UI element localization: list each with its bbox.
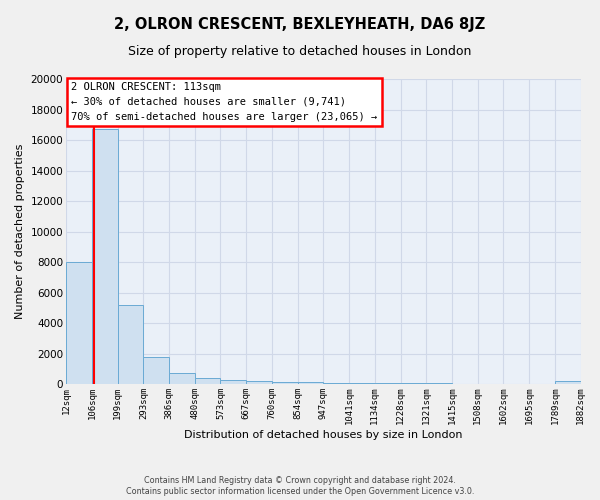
Bar (92, 130, 118, 384)
Bar (66, 262, 92, 384)
Bar (349, 383, 375, 384)
Y-axis label: Number of detached properties: Number of detached properties (15, 144, 25, 319)
Bar (220, 380, 246, 384)
Bar (143, 358, 169, 384)
Bar (298, 382, 323, 384)
Bar (323, 382, 349, 384)
X-axis label: Distribution of detached houses by size in London: Distribution of detached houses by size … (184, 430, 463, 440)
Text: Contains public sector information licensed under the Open Government Licence v3: Contains public sector information licen… (126, 487, 474, 496)
Text: 2 OLRON CRESCENT: 113sqm
← 30% of detached houses are smaller (9,741)
70% of sem: 2 OLRON CRESCENT: 113sqm ← 30% of detach… (71, 82, 377, 122)
Text: Size of property relative to detached houses in London: Size of property relative to detached ho… (128, 45, 472, 58)
Bar (272, 382, 298, 384)
Bar (555, 381, 581, 384)
Bar (195, 378, 220, 384)
Bar (169, 374, 195, 384)
Bar (118, 304, 143, 384)
Text: 2, OLRON CRESCENT, BEXLEYHEATH, DA6 8JZ: 2, OLRON CRESCENT, BEXLEYHEATH, DA6 8JZ (115, 18, 485, 32)
Bar (246, 381, 272, 384)
Text: Contains HM Land Registry data © Crown copyright and database right 2024.: Contains HM Land Registry data © Crown c… (144, 476, 456, 485)
Bar (375, 383, 401, 384)
